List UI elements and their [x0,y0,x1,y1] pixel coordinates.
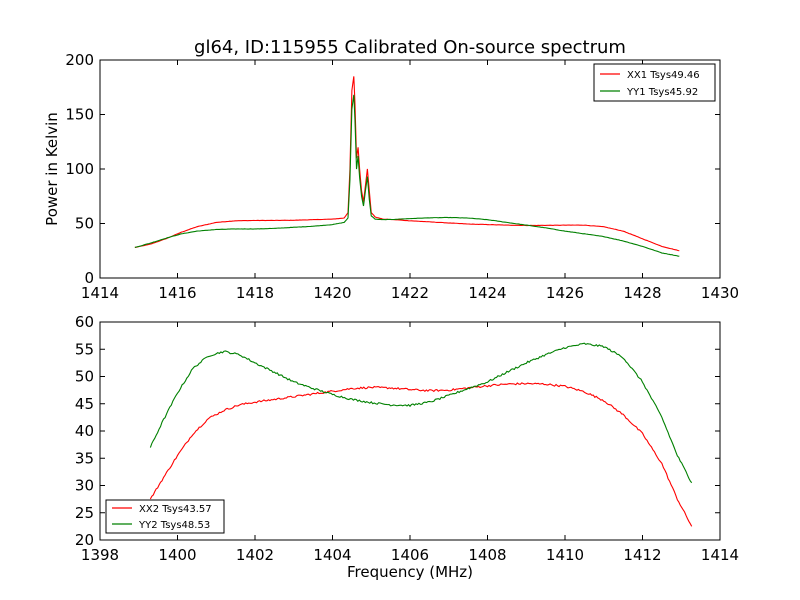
top-x-tick-label: 1416 [158,284,196,302]
top-y-tick-label: 100 [65,160,94,178]
top-series-yy1-line [134,94,680,257]
bottom-y-tick-label: 30 [75,477,94,495]
bottom-series-yy2-line [149,342,693,484]
top-x-tick-label: 1422 [391,284,429,302]
top-series-xx1-line [134,76,680,252]
bottom-x-tick-label: 1408 [468,546,506,564]
bottom-x-tick-label: 1402 [236,546,274,564]
bottom-x-tick-label: 1412 [623,546,661,564]
top-series-layer [134,76,680,257]
bottom-x-tick-label: 1404 [313,546,351,564]
top-x-tick-label: 1420 [313,284,351,302]
bottom-x-tick-label: 1414 [701,546,739,564]
bottom-series-layer [149,342,693,527]
bottom-x-axis-label: Frequency (MHz) [347,563,473,581]
bottom-ticks-layer: 1398 1400 1402 1404 1406 1408 1410 1412 1414 20 25… [75,313,739,564]
legend-label-xx1: XX1 Tsys49.46 [627,70,700,81]
top-x-tick-label: 1414 [81,284,119,302]
figure-title: gl64, ID:115955 Calibrated On-source spe… [194,37,626,58]
top-y-tick-label: 50 [75,215,94,233]
bottom-y-tick-label: 55 [75,340,94,358]
bottom-y-tick-label: 60 [75,313,94,331]
top-x-tick-label: 1418 [236,284,274,302]
top-y-axis-label: Power in Kelvin [43,112,61,226]
bottom-y-tick-label: 35 [75,449,94,467]
top-panel: 1414 1416 1418 1420 1422 1424 1426 1428 1430 0 50 1… [43,51,739,302]
top-x-tick-label: 1426 [546,284,584,302]
bottom-y-tick-label: 50 [75,368,94,386]
bottom-legend-box [105,499,225,534]
top-legend-box [593,63,716,102]
top-ticks-layer: 1414 1416 1418 1420 1422 1424 1426 1428 1430 0 50 1… [65,51,739,302]
bottom-y-tick-label: 25 [75,504,94,522]
top-y-tick-label: 0 [84,269,94,287]
bottom-y-tick-label: 40 [75,422,94,440]
bottom-x-tick-label: 1398 [81,546,119,564]
top-y-tick-label: 200 [65,51,94,69]
bottom-x-tick-label: 1410 [546,546,584,564]
top-x-tick-label: 1424 [468,284,506,302]
legend-label-yy1: YY1 Tsys45.92 [626,87,698,98]
legend-label-yy2: YY2 Tsys48.53 [138,520,210,531]
bottom-panel: 1398 1400 1402 1404 1406 1408 1410 1412 1414 20 25… [75,313,739,581]
top-x-tick-label: 1430 [701,284,739,302]
bottom-y-tick-label: 20 [75,531,94,549]
bottom-series-xx2-line [149,382,693,527]
top-x-tick-label: 1428 [623,284,661,302]
bottom-x-tick-label: 1400 [158,546,196,564]
bottom-x-tick-label: 1406 [391,546,429,564]
legend-label-xx2: XX2 Tsys43.57 [139,504,212,515]
top-legend: XX1 Tsys49.46 YY1 Tsys45.92 [593,63,716,102]
bottom-y-tick-label: 45 [75,395,94,413]
bottom-legend: XX2 Tsys43.57 YY2 Tsys48.53 [105,499,225,534]
top-y-tick-label: 150 [65,106,94,124]
